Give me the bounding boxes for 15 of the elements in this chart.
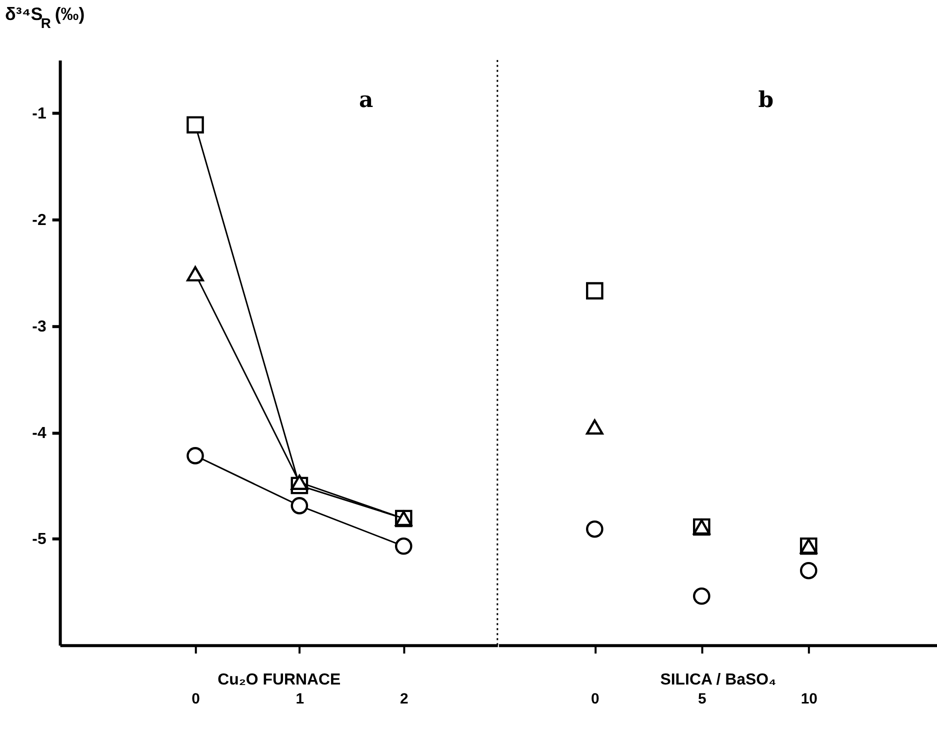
annotation: b bbox=[758, 86, 774, 113]
y-tick-label: -4 bbox=[32, 424, 46, 442]
x-axis-title: SILICA / BaSO₄ bbox=[660, 671, 776, 688]
x-tick-label: 5 bbox=[698, 690, 706, 708]
y-tick-label: -2 bbox=[32, 212, 46, 230]
y-tick-label: -1 bbox=[32, 106, 46, 123]
y-tick-label: -5 bbox=[32, 531, 46, 548]
x-tick-label: 0 bbox=[591, 690, 600, 708]
x-tick-label: 1 bbox=[296, 690, 304, 708]
y-tick-label: -3 bbox=[32, 318, 46, 336]
x-tick-label: 2 bbox=[400, 690, 408, 708]
x-tick-label: 0 bbox=[192, 690, 200, 708]
x-tick-label: 10 bbox=[800, 690, 818, 708]
x-axis-title: Cu₂O FURNACE bbox=[218, 671, 341, 688]
annotation: a bbox=[359, 86, 374, 113]
